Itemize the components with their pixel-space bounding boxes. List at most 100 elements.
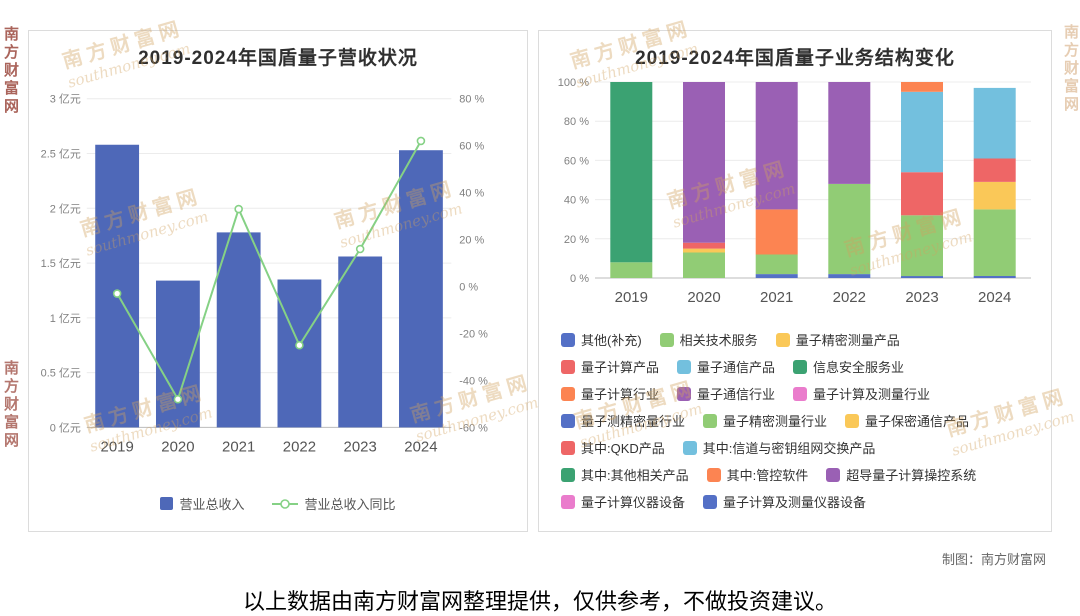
left-axis-tick: 1.5 亿元 [41, 257, 81, 270]
x-axis-label: 2022 [283, 438, 316, 455]
legend-item[interactable]: 其他(补充) [561, 330, 642, 349]
legend-item[interactable]: 相关技术服务 [659, 330, 758, 349]
x-axis-label: 2020 [161, 438, 194, 455]
legend-item[interactable]: 量子计算及测量行业 [793, 384, 930, 403]
segment-相关技术服务-2019[interactable] [610, 262, 653, 278]
yoy-point-2019[interactable] [112, 289, 122, 298]
legend-label: 营业总收入同比 [304, 497, 396, 512]
x-axis-label: 2022 [833, 289, 866, 306]
structure-chart-legend: 其他(补充) 相关技术服务 量子精密测量产品 量子计算产品 量子通信产品 信息安全服务业量… [539, 320, 1051, 511]
legend-swatch-icon [845, 413, 860, 428]
legend-item[interactable]: 其中:管控软件 [706, 465, 808, 484]
left-axis-tick: 3 亿元 [50, 93, 81, 106]
segment-量子通信行业-2022[interactable] [828, 82, 871, 184]
segment-相关技术服务-2024[interactable] [973, 209, 1016, 276]
legend-swatch-icon [706, 467, 721, 482]
legend-item[interactable]: 量子精密测量产品 [775, 330, 900, 349]
legend-item[interactable]: 量子计算及测量仪器设备 [703, 492, 866, 511]
legend-item[interactable]: 信息安全服务业 [793, 357, 904, 376]
segment-量子通信行业-2021[interactable] [755, 82, 798, 210]
segment-其他(补充)-2022[interactable] [828, 274, 871, 278]
segment-其中:管控软件-2023[interactable] [901, 82, 943, 92]
revenue-chart: 0 亿元 0.5 亿元 1 亿元 1.5 亿元 2 亿元 2.5 亿元 3 亿元 -60 % -… [41, 93, 488, 456]
segment-其中:信道与密钥组网交换产品-2024[interactable] [973, 87, 1016, 159]
legend-label: 信息安全服务业 [813, 360, 905, 375]
revenue-chart-legend: 营业总收入 营业总收入同比 [29, 494, 527, 513]
legend-label: 量子计算及测量行业 [813, 387, 931, 402]
x-axis-label: 2023 [344, 438, 377, 455]
legend-item[interactable]: 量子通信产品 [677, 357, 775, 376]
revenue-bar-2021[interactable] [216, 232, 261, 428]
segment-量子计算行业-2021[interactable] [755, 209, 798, 255]
revenue-bar-2024[interactable] [399, 150, 443, 428]
segment-量子精密测量产品-2024[interactable] [973, 182, 1016, 210]
bar-swatch-icon [160, 497, 174, 510]
legend-label: 其中:其他相关产品 [581, 468, 689, 483]
legend-item[interactable]: 量子通信行业 [677, 384, 775, 403]
revenue-bar-2023[interactable] [338, 256, 383, 428]
legend-item[interactable]: 其中:信道与密钥组网交换产品 [682, 438, 876, 457]
left-axis-tick: 2.5 亿元 [41, 147, 81, 160]
yoy-point-2020[interactable] [173, 394, 183, 404]
legend-label: 其中:QKD产品 [581, 441, 665, 456]
legend-item[interactable]: 量子计算仪器设备 [561, 492, 685, 511]
yoy-point-2024[interactable] [416, 136, 426, 146]
legend-item[interactable]: 量子精密测量行业 [703, 411, 827, 430]
legend-item[interactable]: 量子计算产品 [561, 357, 659, 376]
legend-row: 量子计算仪器设备 量子计算及测量仪器设备 [561, 492, 1051, 511]
yoy-point-2021[interactable] [234, 204, 243, 214]
legend-item-revenue[interactable]: 营业总收入 [160, 494, 245, 513]
credit-label: 制图：南方财富网 [941, 552, 1046, 567]
yoy-point-2023[interactable] [355, 244, 365, 254]
y-axis-tick: 20 % [564, 234, 589, 246]
segment-其他(补充)-2023[interactable] [901, 276, 943, 278]
legend-item[interactable]: 量子保密通信产品 [845, 411, 969, 430]
legend-swatch-icon [703, 494, 718, 509]
segment-其他(补充)-2021[interactable] [755, 274, 798, 278]
revenue-bar-2022[interactable] [277, 279, 322, 428]
right-axis-tick: 40 % [459, 188, 484, 200]
segment-相关技术服务-2022[interactable] [828, 183, 871, 275]
legend-label: 其中:信道与密钥组网交换产品 [702, 441, 876, 456]
legend-row: 量子计算产品 量子通信产品 信息安全服务业 [561, 357, 1051, 376]
right-axis-tick: 60 % [459, 141, 484, 153]
legend-item[interactable]: 量子计算行业 [561, 384, 659, 403]
x-axis-label: 2024 [978, 289, 1011, 306]
segment-量子精密测量产品-2020[interactable] [683, 248, 725, 253]
segment-其他(补充)-2024[interactable] [973, 276, 1016, 278]
x-axis-label: 2020 [687, 289, 720, 306]
legend-item[interactable]: 其中:其他相关产品 [561, 465, 689, 484]
legend-swatch-icon [561, 359, 575, 374]
legend-label: 量子通信产品 [697, 360, 776, 375]
revenue-bar-2019[interactable] [95, 144, 140, 428]
segment-其中:信道与密钥组网交换产品-2023[interactable] [901, 91, 943, 173]
segment-量子通信行业-2020[interactable] [683, 82, 725, 243]
legend-swatch-icon [561, 332, 575, 347]
legend-item[interactable]: 量子测精密量行业 [561, 411, 685, 430]
yoy-point-2022[interactable] [295, 340, 304, 350]
yoy-line [116, 140, 422, 402]
legend-item[interactable]: 超导量子计算操控系统 [826, 465, 976, 484]
left-axis-tick: 1 亿元 [50, 312, 81, 325]
legend-item-yoy[interactable]: 营业总收入同比 [271, 494, 396, 513]
watermark-edge: 南方财富网 [1062, 24, 1079, 114]
segment-相关技术服务-2020[interactable] [683, 252, 725, 279]
legend-swatch-icon [561, 440, 575, 455]
legend-swatch-icon [561, 413, 575, 428]
revenue-chart-panel: 2019-2024年国盾量子营收状况 0 亿元 0.5 亿元 1 亿元 1.5 亿元 2… [28, 30, 528, 532]
right-axis-tick: 80 % [459, 94, 484, 106]
legend-item[interactable]: 其中:QKD产品 [561, 438, 665, 457]
right-axis-tick: 20 % [459, 235, 484, 247]
x-axis-label: 2023 [905, 289, 938, 306]
segment-量子计算产品-2023[interactable] [901, 172, 943, 216]
legend-swatch-icon [682, 440, 697, 455]
segment-信息安全服务业-2019[interactable] [610, 82, 653, 263]
legend-swatch-icon [826, 467, 841, 482]
segment-量子计算产品-2024[interactable] [973, 158, 1016, 182]
legend-swatch-icon [561, 386, 575, 401]
right-axis-tick: 0 % [459, 282, 478, 294]
segment-相关技术服务-2021[interactable] [755, 254, 798, 275]
legend-swatch-icon [561, 467, 575, 482]
segment-量子计算产品-2020[interactable] [683, 242, 725, 249]
segment-相关技术服务-2023[interactable] [901, 215, 943, 277]
